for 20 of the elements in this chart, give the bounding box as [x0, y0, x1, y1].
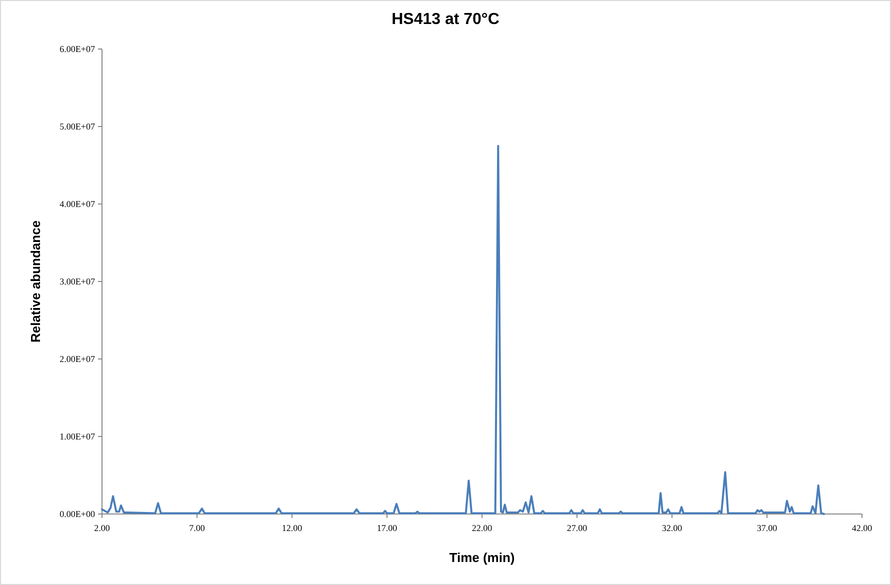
y-tick-label: 3.00E+07	[60, 276, 96, 286]
x-tick-label: 17.00	[376, 523, 398, 533]
y-tick-label: 6.00E+07	[60, 44, 96, 54]
x-tick-label: 22.00	[472, 523, 493, 533]
y-tick-label: 1.00E+07	[60, 431, 96, 442]
y-tick-label: 5.00E+07	[60, 121, 96, 132]
x-tick-label: 32.00	[662, 523, 683, 533]
y-axis-title: Relative abundance	[28, 220, 43, 343]
y-tick-label: 4.00E+07	[60, 198, 96, 209]
x-tick-label: 42.00	[852, 523, 873, 533]
chart-title: HS413 at 70°C	[392, 11, 500, 28]
x-tick-label: 12.00	[282, 523, 303, 533]
x-tick-label: 27.00	[566, 523, 588, 533]
x-tick-label: 2.00	[94, 523, 110, 533]
x-tick-label: 7.00	[189, 523, 206, 533]
line-series	[101, 144, 825, 515]
x-tick-label: 37.00	[756, 523, 778, 533]
y-tick-label: 0.00E+00	[60, 508, 96, 519]
y-tick-label: 2.00E+07	[60, 354, 96, 364]
x-axis-title: Time (min)	[449, 550, 515, 565]
